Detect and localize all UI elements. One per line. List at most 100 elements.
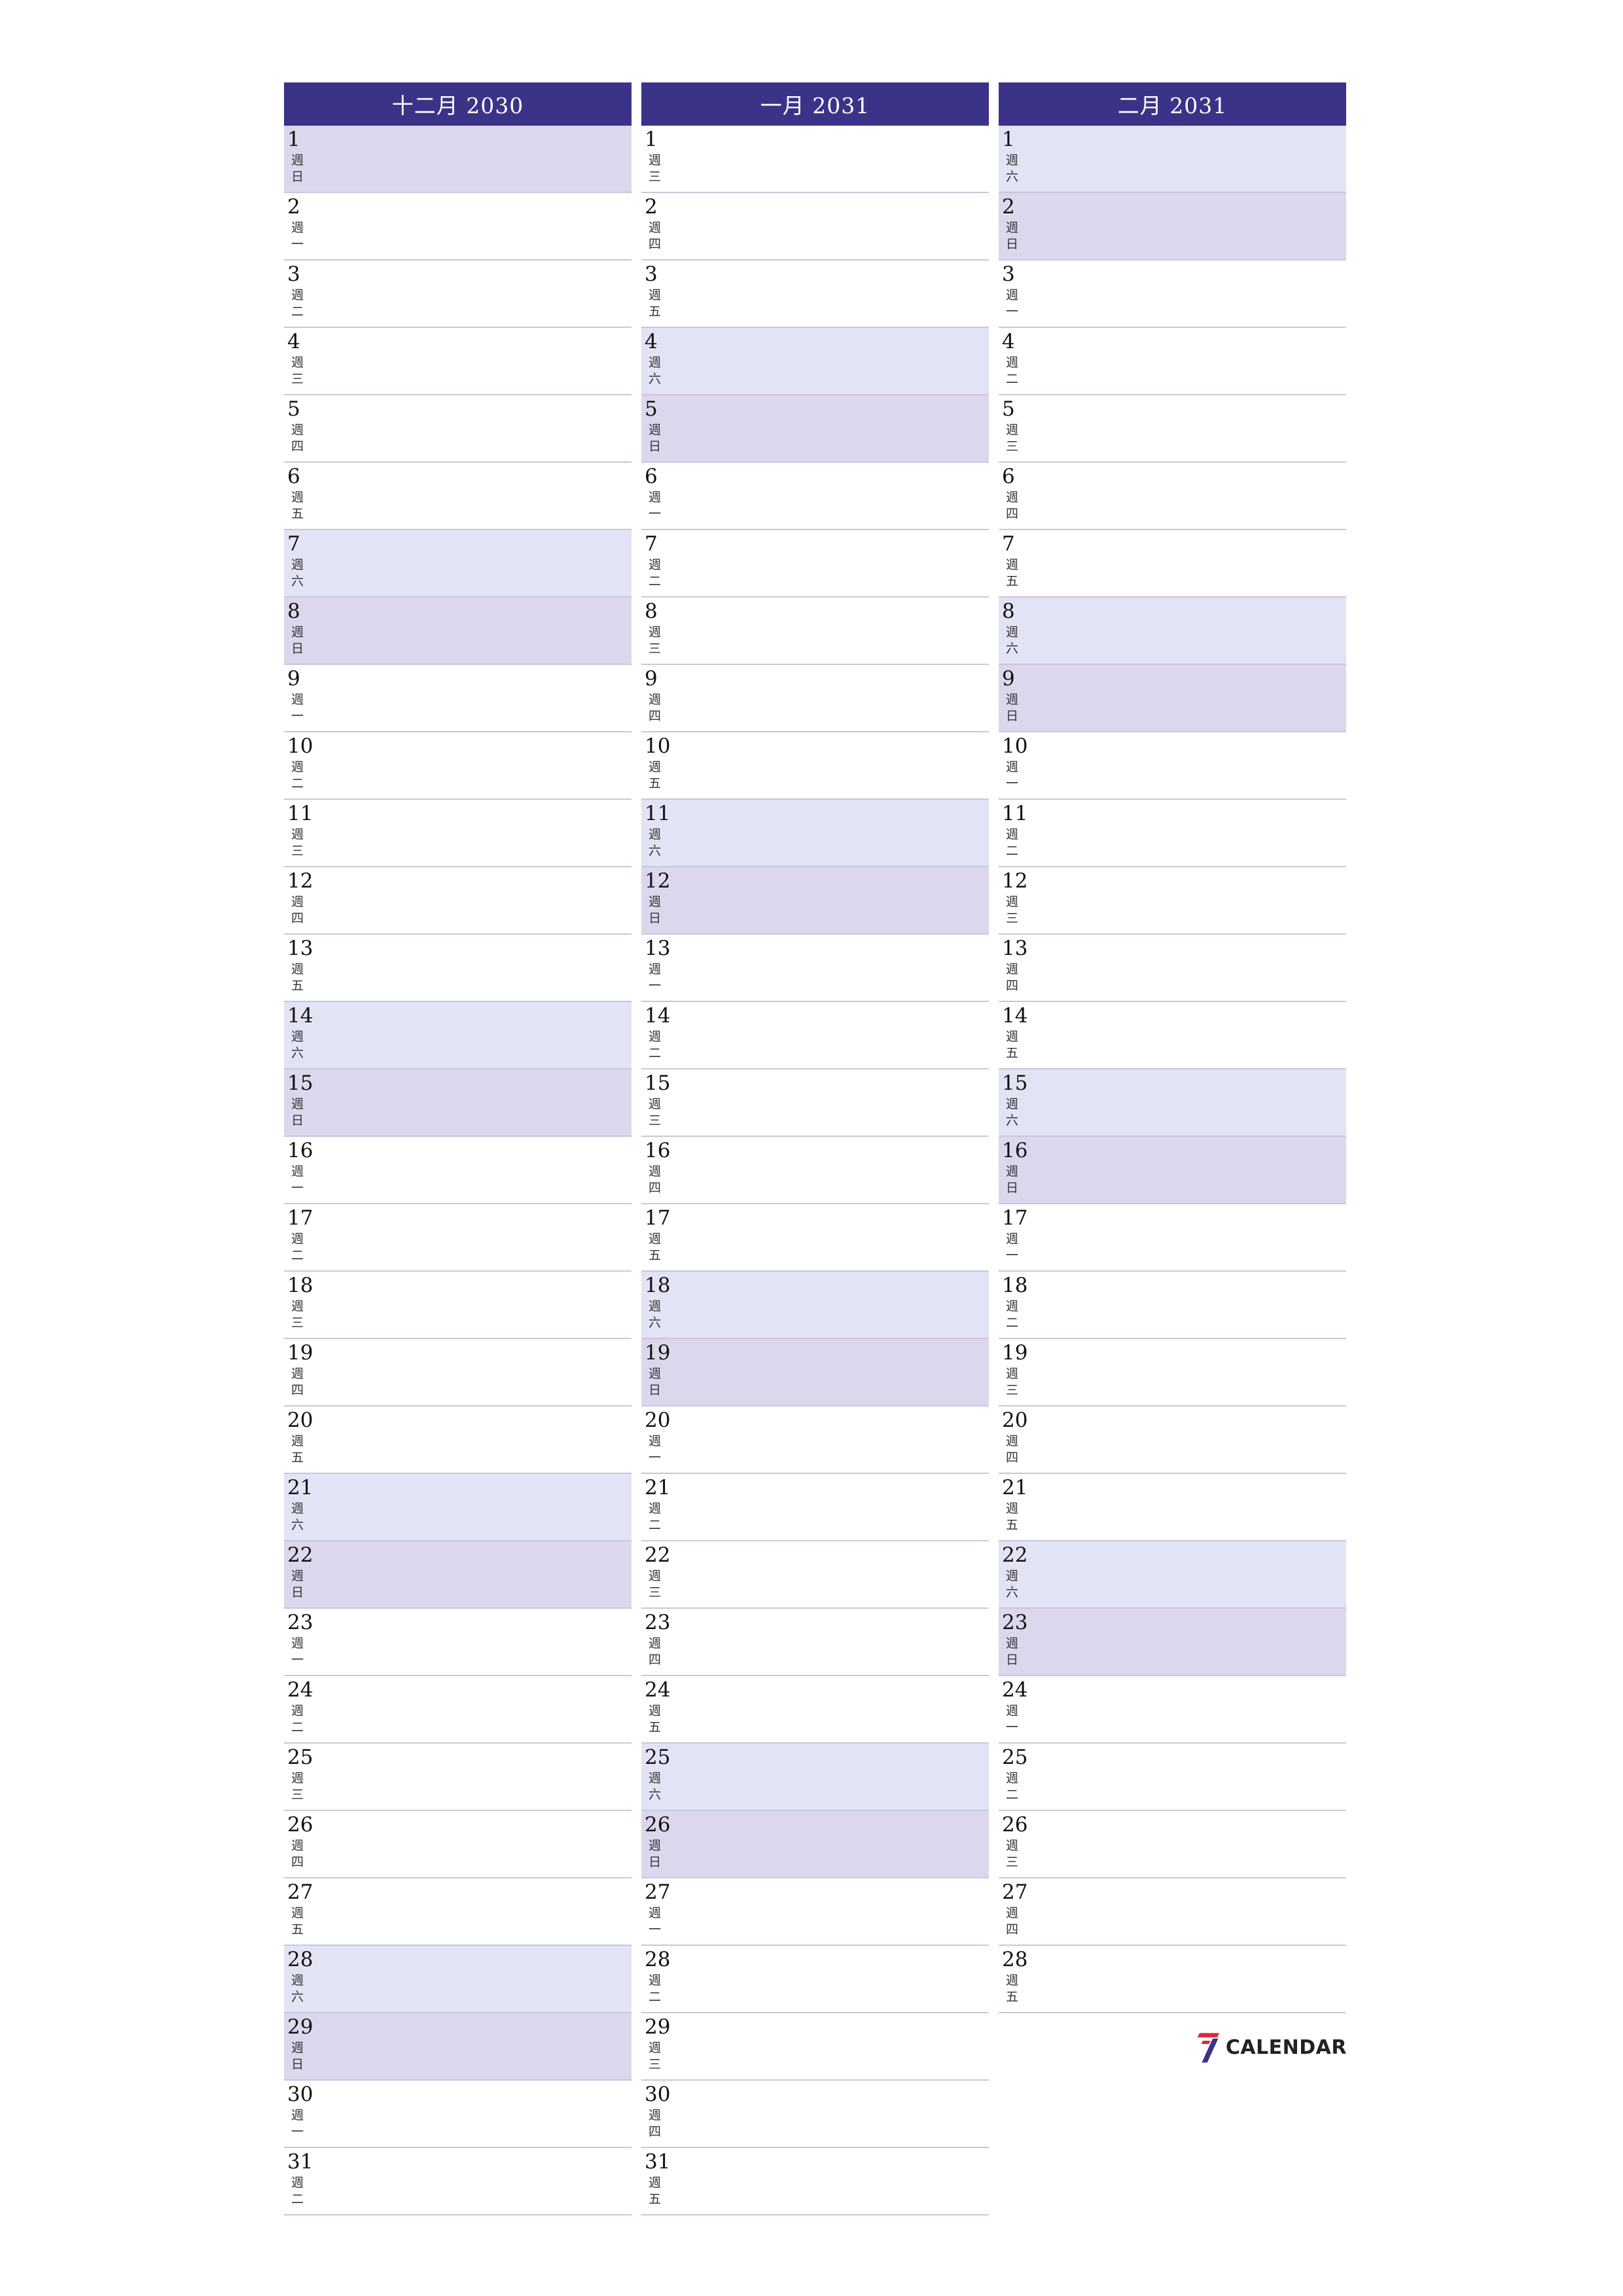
day-row[interactable]: 13 週五 (284, 935, 632, 1002)
day-row[interactable]: 17 週二 (284, 1204, 632, 1272)
weekday-label: 三 (291, 1316, 304, 1330)
day-row[interactable]: 30 週一 (284, 2081, 632, 2148)
day-row[interactable]: 29 週日 (284, 2013, 632, 2081)
day-row[interactable]: 3 週二 (284, 260, 632, 328)
day-row[interactable]: 14 週五 (999, 1002, 1346, 1069)
day-row[interactable]: 13 週四 (999, 935, 1346, 1002)
day-row[interactable]: 15 週日 (284, 1069, 632, 1137)
day-row[interactable]: 23 週四 (641, 1609, 989, 1676)
day-row[interactable]: 21 週五 (999, 1474, 1346, 1541)
day-row[interactable]: 14 週二 (641, 1002, 989, 1069)
day-row[interactable]: 12 週日 (641, 867, 989, 935)
day-row[interactable]: 4 週二 (999, 328, 1346, 395)
day-row[interactable]: 4 週三 (284, 328, 632, 395)
day-row[interactable]: 18 週二 (999, 1272, 1346, 1339)
day-row[interactable]: 31 週五 (641, 2148, 989, 2215)
day-row[interactable]: 6 週四 (999, 463, 1346, 530)
day-row[interactable]: 15 週三 (641, 1069, 989, 1137)
day-row[interactable]: 16 週一 (284, 1137, 632, 1204)
day-row[interactable]: 30 週四 (641, 2081, 989, 2148)
day-row[interactable]: 5 週三 (999, 395, 1346, 463)
day-row[interactable]: 1 週六 (999, 126, 1346, 193)
day-row[interactable]: 7 週六 (284, 530, 632, 598)
weekday-label: 五 (291, 507, 304, 521)
day-row[interactable]: 26 週日 (641, 1811, 989, 1878)
day-row[interactable]: 13 週一 (641, 935, 989, 1002)
day-row[interactable]: 10 週二 (284, 732, 632, 800)
day-row[interactable]: 27 週一 (641, 1878, 989, 1946)
day-row[interactable]: 10 週一 (999, 732, 1346, 800)
day-row[interactable]: 16 週四 (641, 1137, 989, 1204)
day-row[interactable]: 27 週四 (999, 1878, 1346, 1946)
day-row[interactable]: 27 週五 (284, 1878, 632, 1946)
day-row[interactable]: 25 週三 (284, 1744, 632, 1811)
day-row[interactable]: 19 週三 (999, 1339, 1346, 1407)
day-row[interactable]: 15 週六 (999, 1069, 1346, 1137)
day-row[interactable]: 17 週一 (999, 1204, 1346, 1272)
day-row[interactable]: 29 週三 (641, 2013, 989, 2081)
day-number: 23 (645, 1611, 671, 1634)
day-row[interactable]: 7 週二 (641, 530, 989, 598)
day-row[interactable]: 5 週日 (641, 395, 989, 463)
day-number: 9 (287, 667, 300, 691)
day-row[interactable]: 24 週二 (284, 1676, 632, 1744)
day-row[interactable]: 26 週三 (999, 1811, 1346, 1878)
day-row[interactable]: 31 週二 (284, 2148, 632, 2215)
day-row[interactable]: 26 週四 (284, 1811, 632, 1878)
day-row[interactable]: 5 週四 (284, 395, 632, 463)
day-row[interactable]: 11 週六 (641, 800, 989, 867)
day-row[interactable]: 19 週日 (641, 1339, 989, 1407)
day-row[interactable]: 12 週三 (999, 867, 1346, 935)
day-row[interactable]: 17 週五 (641, 1204, 989, 1272)
day-row[interactable]: 20 週五 (284, 1407, 632, 1474)
day-row[interactable]: 12 週四 (284, 867, 632, 935)
day-row[interactable]: 20 週一 (641, 1407, 989, 1474)
day-row[interactable]: 22 週三 (641, 1541, 989, 1609)
day-row[interactable]: 24 週一 (999, 1676, 1346, 1744)
weekday-label: 二 (291, 776, 304, 791)
weekday-prefix: 週 (649, 1771, 662, 1785)
day-row[interactable]: 11 週三 (284, 800, 632, 867)
day-row[interactable]: 1 週三 (641, 126, 989, 193)
weekday-prefix: 週 (291, 558, 304, 572)
day-row[interactable]: 19 週四 (284, 1339, 632, 1407)
day-row[interactable]: 6 週一 (641, 463, 989, 530)
day-row[interactable]: 6 週五 (284, 463, 632, 530)
day-row[interactable]: 3 週一 (999, 260, 1346, 328)
day-row[interactable]: 8 週日 (284, 598, 632, 665)
day-row[interactable]: 10 週五 (641, 732, 989, 800)
day-row[interactable]: 2 週一 (284, 193, 632, 260)
day-row[interactable]: 1 週日 (284, 126, 632, 193)
day-row[interactable]: 18 週六 (641, 1272, 989, 1339)
day-row[interactable]: 4 週六 (641, 328, 989, 395)
day-row[interactable]: 8 週三 (641, 598, 989, 665)
day-row[interactable]: 8 週六 (999, 598, 1346, 665)
day-row[interactable]: 28 週六 (284, 1946, 632, 2013)
day-row[interactable]: 20 週四 (999, 1407, 1346, 1474)
weekday-label: 日 (291, 1585, 304, 1600)
day-row[interactable]: 23 週日 (999, 1609, 1346, 1676)
day-row[interactable]: 24 週五 (641, 1676, 989, 1744)
day-row[interactable]: 16 週日 (999, 1137, 1346, 1204)
day-row[interactable]: 21 週二 (641, 1474, 989, 1541)
day-row[interactable]: 28 週五 (999, 1946, 1346, 2013)
day-row[interactable]: 22 週日 (284, 1541, 632, 1609)
day-row[interactable]: 25 週二 (999, 1744, 1346, 1811)
day-row[interactable]: 25 週六 (641, 1744, 989, 1811)
day-row[interactable]: 7 週五 (999, 530, 1346, 598)
day-row[interactable]: 14 週六 (284, 1002, 632, 1069)
day-row[interactable]: 18 週三 (284, 1272, 632, 1339)
day-row[interactable]: 28 週二 (641, 1946, 989, 2013)
day-row[interactable]: 2 週日 (999, 193, 1346, 260)
day-row[interactable]: 21 週六 (284, 1474, 632, 1541)
day-row[interactable]: 3 週五 (641, 260, 989, 328)
day-row[interactable]: 2 週四 (641, 193, 989, 260)
day-number: 9 (645, 667, 658, 691)
day-row[interactable]: 23 週一 (284, 1609, 632, 1676)
day-row[interactable]: 11 週二 (999, 800, 1346, 867)
weekday-label: 四 (1006, 1922, 1019, 1937)
day-row[interactable]: 22 週六 (999, 1541, 1346, 1609)
